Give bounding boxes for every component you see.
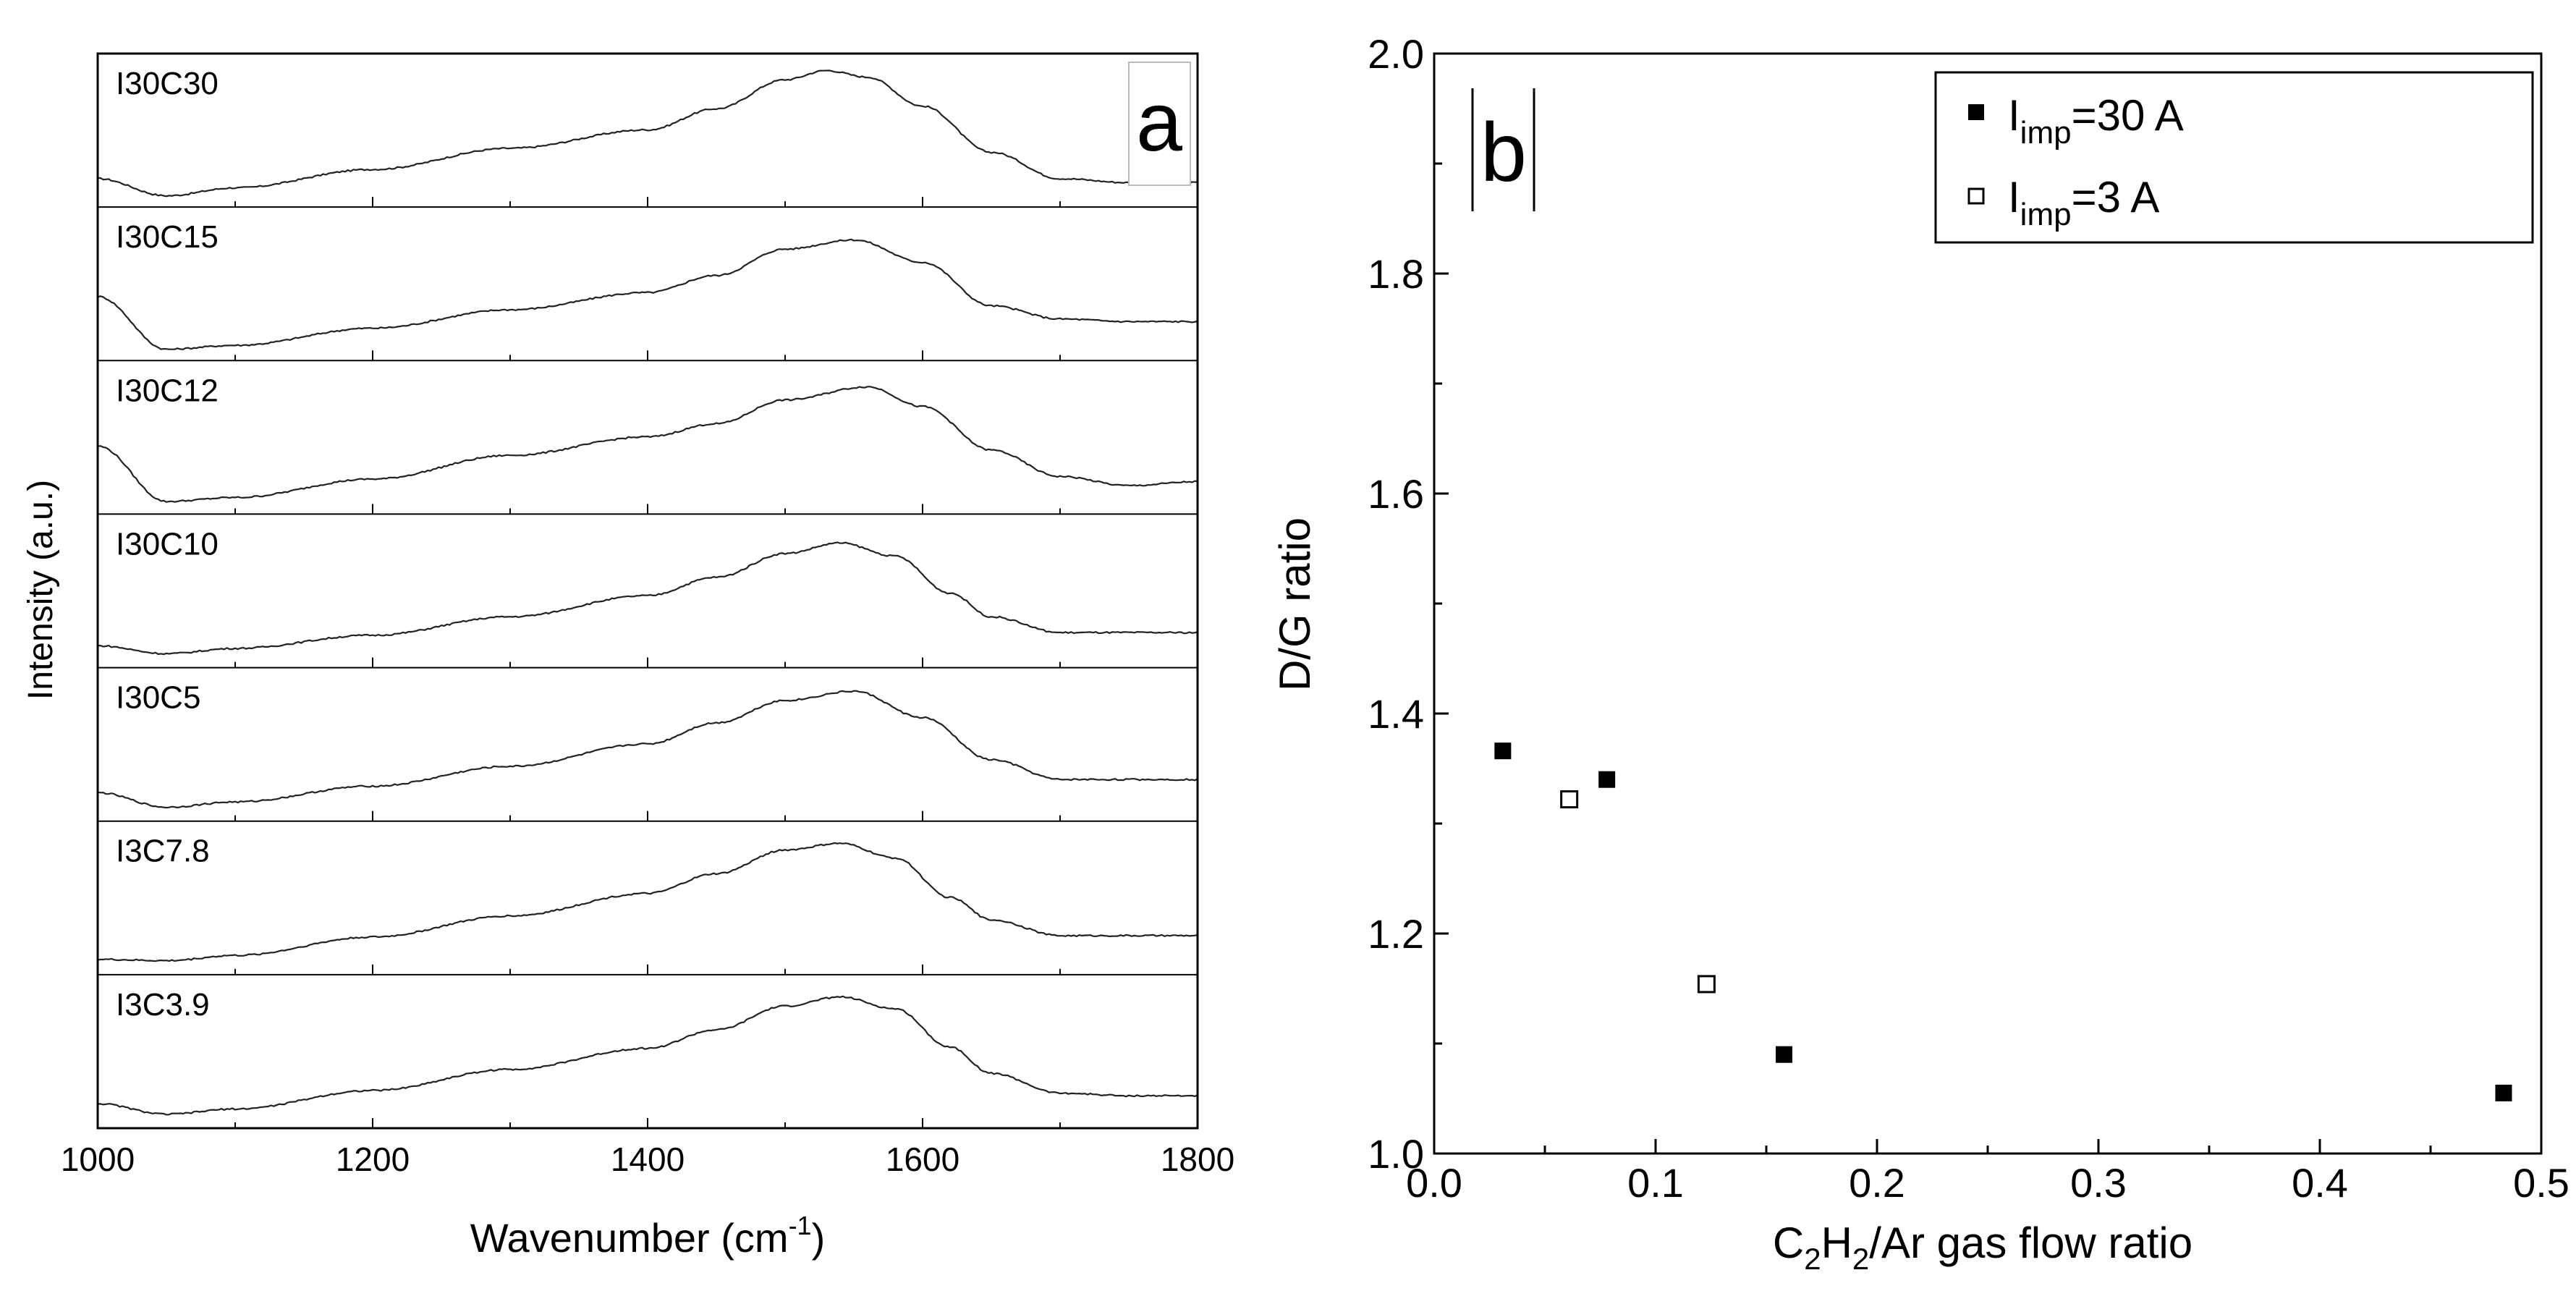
y-tick-label: 1.6 [1368, 471, 1424, 517]
spectrum-label: I30C5 [116, 680, 200, 716]
data-point-30A [2495, 1084, 2512, 1101]
spectrum-label: I30C10 [116, 526, 219, 562]
x-tick-label: 1800 [1161, 1140, 1234, 1178]
panel-a: I30C30 I30C15 I30C12 I30C10 I30C5 I3C7.8 I3C3.… [22, 52, 1234, 1261]
spectrum-line [97, 238, 1198, 351]
x-tick-label: 0.4 [2292, 1160, 2348, 1206]
spectrum-label: I30C12 [116, 373, 219, 408]
spectrum-strip: I3C7.8 [97, 820, 1198, 975]
panel-b-y-axis-label: D/G ratio [1271, 517, 1319, 691]
spectrum-label: I30C15 [116, 219, 219, 255]
y-tick-label: 1.0 [1368, 1131, 1424, 1177]
spectrum-line [98, 541, 1198, 656]
data-point-30A [1494, 742, 1512, 760]
data-point-3A [1697, 975, 1716, 994]
legend-frame [1934, 71, 2534, 244]
legend-marker-filled-square [1968, 104, 1984, 120]
x-tick-label: 0.1 [1627, 1160, 1684, 1206]
spectrum-strip: I30C5 [97, 666, 1198, 821]
spectrum-line [98, 69, 1198, 198]
legend-label-3A: Iimp=3 A [2008, 173, 2159, 232]
y-tick-label: 1.8 [1368, 251, 1424, 297]
panel-b-label: b [1480, 106, 1527, 199]
panel-b-legend: Iimp=30 A Iimp=3 A [1934, 71, 2534, 244]
x-tick-label: 1400 [611, 1140, 685, 1178]
x-tick-label: 0.5 [2513, 1160, 2569, 1206]
panel-b-x-axis-label: C2H2/Ar gas flow ratio [1773, 1219, 2192, 1276]
x-tick-label: 0.2 [1849, 1160, 1905, 1206]
panel-b: 1.01.21.41.61.82.0 0.0 0.1 0.2 0.3 0.4 0.5 b … [1271, 31, 2569, 1276]
spectrum-label: I3C7.8 [116, 834, 210, 869]
x-tick-label: 0.3 [2070, 1160, 2127, 1206]
panel-a-label-box: a [1128, 62, 1191, 186]
spectrum-label: I3C3.9 [116, 987, 210, 1023]
legend-label-30A: Iimp=30 A [2008, 91, 2184, 151]
spectrum-label: I30C30 [116, 66, 219, 101]
data-point-30A [1775, 1046, 1792, 1063]
spectrum-line [97, 690, 1198, 809]
y-tick-label: 1.4 [1368, 691, 1424, 737]
panel-a-y-axis-label: Intensity (a.u.) [22, 480, 60, 700]
panel-a-frame [96, 52, 1199, 1130]
spectrum-strip: I30C30 [97, 66, 1198, 208]
spectrum-strip: I30C15 [97, 206, 1198, 361]
legend-marker-open-square [1967, 187, 1985, 205]
spectrum-strip: I3C3.9 [97, 973, 1198, 1128]
data-point-3A [1560, 790, 1579, 809]
x-tick-label: 0.0 [1406, 1160, 1462, 1206]
spectrum-line [97, 386, 1198, 503]
panel-b-label-box: b [1471, 88, 1535, 211]
panel-a-label: a [1136, 76, 1182, 169]
panel-a-x-axis-label: Wavenumber (cm-1) [470, 1211, 825, 1261]
x-tick-label: 1000 [61, 1140, 135, 1178]
spectrum-strip: I30C12 [97, 360, 1198, 515]
spectrum-strip: I30C10 [97, 513, 1198, 668]
spectrum-line [97, 995, 1198, 1116]
y-tick-label: 1.2 [1368, 911, 1424, 957]
spectrum-line [97, 842, 1198, 962]
x-tick-label: 1200 [336, 1140, 410, 1178]
x-tick-label: 1600 [886, 1140, 959, 1178]
data-point-30A [1598, 771, 1616, 788]
y-tick-label: 2.0 [1368, 31, 1424, 77]
